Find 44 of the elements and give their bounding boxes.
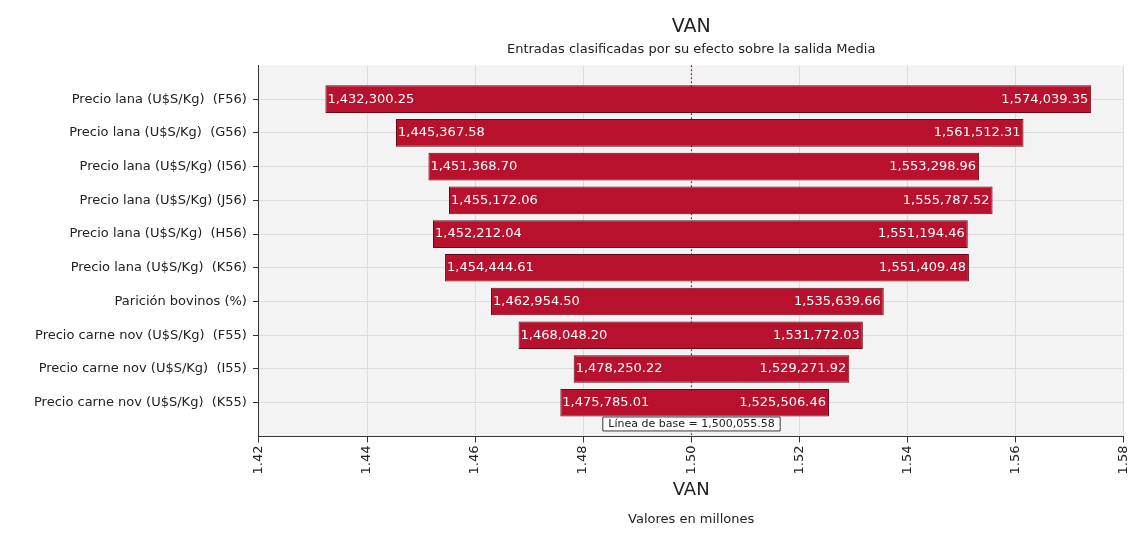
annotation: 1,553,298.96 — [889, 157, 977, 173]
y-tick-label: Precio lana (U$S/Kg) (F56) — [71, 90, 247, 106]
text: Valores en millones — [628, 510, 755, 526]
x-tick-label: 1.50 — [682, 445, 698, 475]
x-tick-label: 1.44 — [358, 445, 374, 475]
x-tick-label: 1.58 — [1114, 445, 1130, 475]
annotation: 1,561,512.31 — [933, 124, 1021, 140]
x-tick-label: 1.48 — [574, 445, 590, 475]
x-tick-label: 1.56 — [1006, 445, 1022, 475]
annotation: 1,525,506.46 — [739, 394, 826, 410]
y-tick-label: Precio lana (U$S/Kg) (I56) — [79, 157, 247, 173]
annotation: 1,478,250.22 — [575, 360, 663, 376]
annotation: 1,452,212.04 — [434, 225, 522, 241]
annotation: 1,535,639.66 — [793, 292, 881, 308]
x-tick-label: 1.42 — [250, 445, 266, 475]
y-tick-label: Parición bovinos (%) — [114, 292, 247, 308]
annotation: 1,462,954.50 — [493, 292, 580, 308]
x-axis-title: VAN — [672, 477, 710, 499]
chart-title: VAN — [671, 14, 711, 37]
annotation: 1,551,194.46 — [877, 225, 965, 241]
chart-subtitle: Entradas clasificadas por su efecto sobre la salida Media — [506, 40, 876, 56]
x-tick-label: 1.54 — [898, 445, 914, 475]
annotation: 1,475,785.01 — [562, 394, 650, 410]
y-tick-label: Precio lana (U$S/Kg) (K56) — [70, 259, 247, 275]
annotation: 1,531,772.03 — [772, 326, 860, 342]
annotation: 1,574,039.35 — [1001, 90, 1089, 106]
annotation: 1,454,444.61 — [447, 259, 534, 275]
y-tick-label: Precio lana (U$S/Kg) (G56) — [69, 124, 247, 140]
y-tick-label: Precio lana (U$S/Kg) (J56) — [79, 191, 247, 207]
annotation: 1,529,271.92 — [759, 360, 847, 376]
annotation: 1,455,172.06 — [450, 191, 538, 207]
y-tick-label: Precio carne nov (U$S/Kg) (K55) — [33, 394, 247, 410]
annotation: 1,555,787.52 — [902, 191, 990, 207]
annotation: 1,468,048.20 — [520, 326, 608, 342]
x-tick-label: 1.46 — [466, 445, 482, 475]
annotation: 1,451,368.70 — [430, 157, 518, 173]
x-tick-label: 1.52 — [790, 445, 806, 475]
annotation: 1,432,300.25 — [327, 90, 415, 106]
y-tick-label: Precio carne nov (U$S/Kg) (F55) — [35, 326, 247, 342]
annotation: 1,445,367.58 — [398, 124, 485, 140]
y-tick-label: Precio lana (U$S/Kg) (H56) — [69, 225, 247, 241]
annotation: 1,551,409.48 — [879, 259, 966, 275]
y-tick-label: Precio carne nov (U$S/Kg) (I55) — [38, 360, 247, 376]
ref-line-label: Línea de base = 1,500,055.58 — [608, 417, 775, 431]
